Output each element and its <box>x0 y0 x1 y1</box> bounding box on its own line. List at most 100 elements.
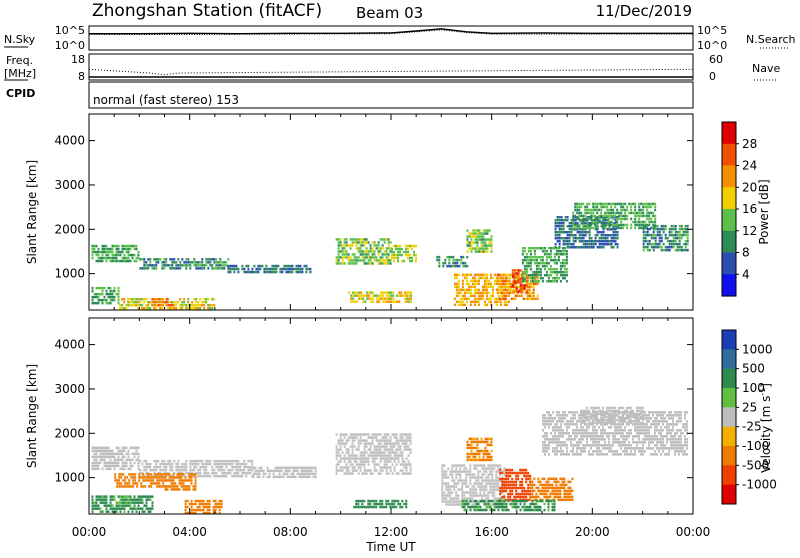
data-cell <box>681 234 683 237</box>
data-cell <box>393 257 395 260</box>
data-cell <box>480 500 482 503</box>
data-cell <box>370 259 372 262</box>
data-cell <box>606 432 608 435</box>
data-cell <box>592 203 594 206</box>
data-cell <box>438 256 440 259</box>
data-cell <box>501 280 503 283</box>
data-cell <box>138 459 140 462</box>
data-cell <box>600 203 602 206</box>
data-cell <box>584 218 586 221</box>
data-cell <box>600 209 602 212</box>
data-cell <box>574 432 576 435</box>
data-cell <box>441 467 443 470</box>
data-cell <box>104 456 106 459</box>
data-cell <box>354 457 356 460</box>
data-cell <box>555 493 557 496</box>
data-cell <box>528 274 530 277</box>
data-cell <box>549 493 551 496</box>
data-cell <box>562 250 564 253</box>
data-cell <box>229 271 231 274</box>
data-cell <box>540 274 542 277</box>
data-cell <box>620 218 622 221</box>
data-cell <box>362 439 364 442</box>
data-cell <box>532 277 534 280</box>
data-cell <box>360 457 362 460</box>
data-cell <box>193 503 195 506</box>
data-cell <box>604 447 606 450</box>
data-cell <box>503 295 505 298</box>
data-cell <box>551 490 553 493</box>
data-cell <box>618 429 620 432</box>
data-cell <box>614 450 616 453</box>
data-cell <box>342 256 344 259</box>
data-cell <box>469 473 471 476</box>
data-cell <box>534 509 536 512</box>
data-cell <box>630 429 632 432</box>
data-cell <box>647 234 649 237</box>
data-cell <box>445 500 447 503</box>
data-cell <box>474 509 476 512</box>
data-cell <box>112 462 114 465</box>
data-cell <box>364 472 366 475</box>
data-cell <box>505 484 507 487</box>
data-cell <box>132 479 134 482</box>
data-cell <box>359 500 361 503</box>
data-cell <box>562 435 564 438</box>
data-cell <box>495 485 497 488</box>
data-cell <box>118 293 120 296</box>
data-cell <box>285 271 287 274</box>
data-cell <box>470 301 472 304</box>
data-cell <box>481 464 483 467</box>
data-cell <box>92 447 94 450</box>
data-cell <box>366 469 368 472</box>
data-cell <box>536 509 538 512</box>
data-cell <box>606 203 608 206</box>
cpid-strip: CPID normal (fast stereo) 153 <box>6 82 693 108</box>
data-cell <box>465 473 467 476</box>
data-cell <box>142 495 144 498</box>
data-cell <box>576 212 578 215</box>
data-cell <box>503 283 505 286</box>
data-cell <box>436 259 438 262</box>
data-cell <box>647 240 649 243</box>
data-cell <box>92 296 94 299</box>
data-cell <box>199 307 201 310</box>
data-cell <box>116 459 118 462</box>
data-cell <box>211 472 213 475</box>
data-cell <box>352 448 354 451</box>
data-cell <box>548 414 550 417</box>
data-cell <box>579 246 581 249</box>
data-cell <box>557 496 559 499</box>
data-cell <box>370 469 372 472</box>
data-cell <box>503 484 505 487</box>
data-cell <box>162 476 164 479</box>
data-cell <box>104 296 106 299</box>
data-cell <box>139 298 141 301</box>
data-cell <box>389 506 391 509</box>
data-cell <box>405 245 407 248</box>
data-cell <box>489 244 491 247</box>
data-cell <box>132 473 134 476</box>
data-cell <box>110 465 112 468</box>
data-cell <box>231 463 233 466</box>
data-cell <box>526 284 528 287</box>
data-cell <box>472 295 474 298</box>
data-cell <box>679 231 681 234</box>
data-cell <box>455 494 457 497</box>
data-cell <box>215 264 217 267</box>
data-cell <box>408 472 410 475</box>
data-cell <box>475 247 477 250</box>
data-cell <box>634 441 636 444</box>
data-cell <box>473 491 475 494</box>
data-cell <box>567 234 569 237</box>
data-cell <box>515 484 517 487</box>
data-cell <box>552 503 554 506</box>
data-cell <box>556 444 558 447</box>
data-cell <box>145 466 147 469</box>
data-cell <box>462 265 464 268</box>
data-cell <box>586 426 588 429</box>
data-cell <box>169 479 171 482</box>
data-cell <box>628 447 630 450</box>
data-cell <box>122 498 124 501</box>
data-cell <box>493 479 495 482</box>
